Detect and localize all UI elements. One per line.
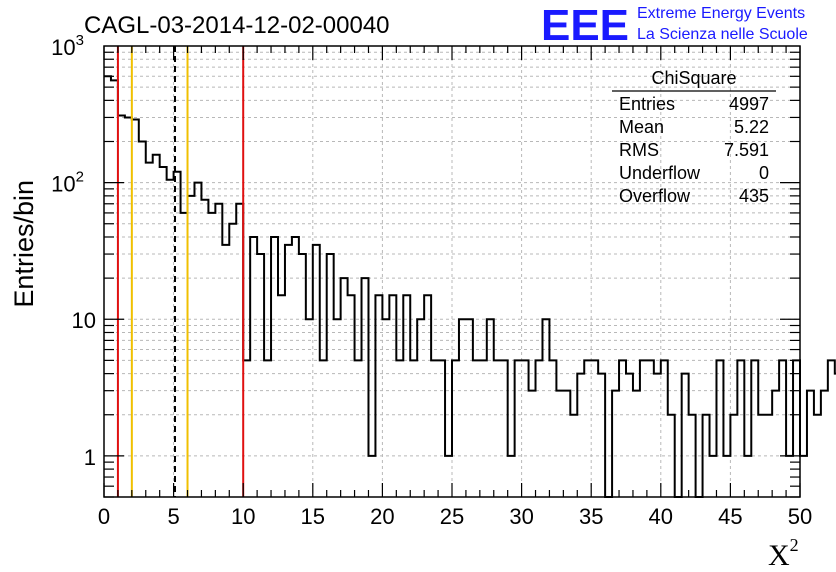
y-tick-label: 1: [84, 445, 96, 470]
y-tick-label: 10: [72, 308, 96, 333]
stats-value: 0: [759, 163, 769, 183]
stats-rows: Entries 4997 Mean 5.22 RMS 7.591 Underflow 0 Ove…: [619, 94, 769, 206]
logo-line-1: Extreme Energy Events: [637, 5, 805, 22]
x-axis-label-sup: 2: [790, 535, 799, 555]
x-tick-label: 20: [370, 504, 394, 529]
stats-label: Underflow: [619, 163, 701, 183]
stats-value: 7.591: [724, 140, 769, 160]
x-axis: 0 5 10 15 20 25 30 35 40 45 50: [98, 46, 812, 529]
x-tick-label: 40: [649, 504, 673, 529]
x-tick-label: 15: [301, 504, 325, 529]
y-axis-label: Entries/bin: [9, 180, 39, 308]
x-tick-label: 10: [231, 504, 255, 529]
x-tick-label: 0: [98, 504, 110, 529]
y-tick-label: 102: [51, 169, 84, 197]
y-axis: 1 10 102 103: [51, 32, 800, 498]
stats-label: Overflow: [619, 186, 691, 206]
histogram-outline: [104, 75, 836, 498]
stats-label: Entries: [619, 94, 675, 114]
stats-label: RMS: [619, 140, 659, 160]
x-axis-label: X2: [768, 535, 799, 572]
stats-title: ChiSquare: [651, 68, 736, 88]
logo-line-2: La Scienza nelle Scuole: [637, 26, 808, 43]
x-tick-label: 25: [440, 504, 464, 529]
x-tick-label: 50: [788, 504, 812, 529]
x-axis-label-base: X: [768, 539, 790, 572]
x-tick-label: 45: [718, 504, 742, 529]
cut-lines: [116, 46, 245, 497]
chart-title: CAGL-03-2014-12-02-00040: [84, 12, 390, 39]
eee-logo: EEE Extreme Energy Events La Scienza nel…: [541, 1, 808, 50]
histogram: [104, 75, 836, 498]
stats-box: ChiSquare Entries 4997 Mean 5.22 RMS 7.591 Und…: [612, 68, 776, 206]
eee-logo-mark: EEE: [541, 1, 629, 50]
stats-value: 4997: [729, 94, 769, 114]
x-tick-label: 35: [579, 504, 603, 529]
x-tick-label: 30: [509, 504, 533, 529]
y-tick-label: 103: [51, 32, 84, 60]
stats-value: 435: [739, 186, 769, 206]
x-tick-label: 5: [167, 504, 179, 529]
stats-value: 5.22: [734, 117, 769, 137]
stats-label: Mean: [619, 117, 664, 137]
